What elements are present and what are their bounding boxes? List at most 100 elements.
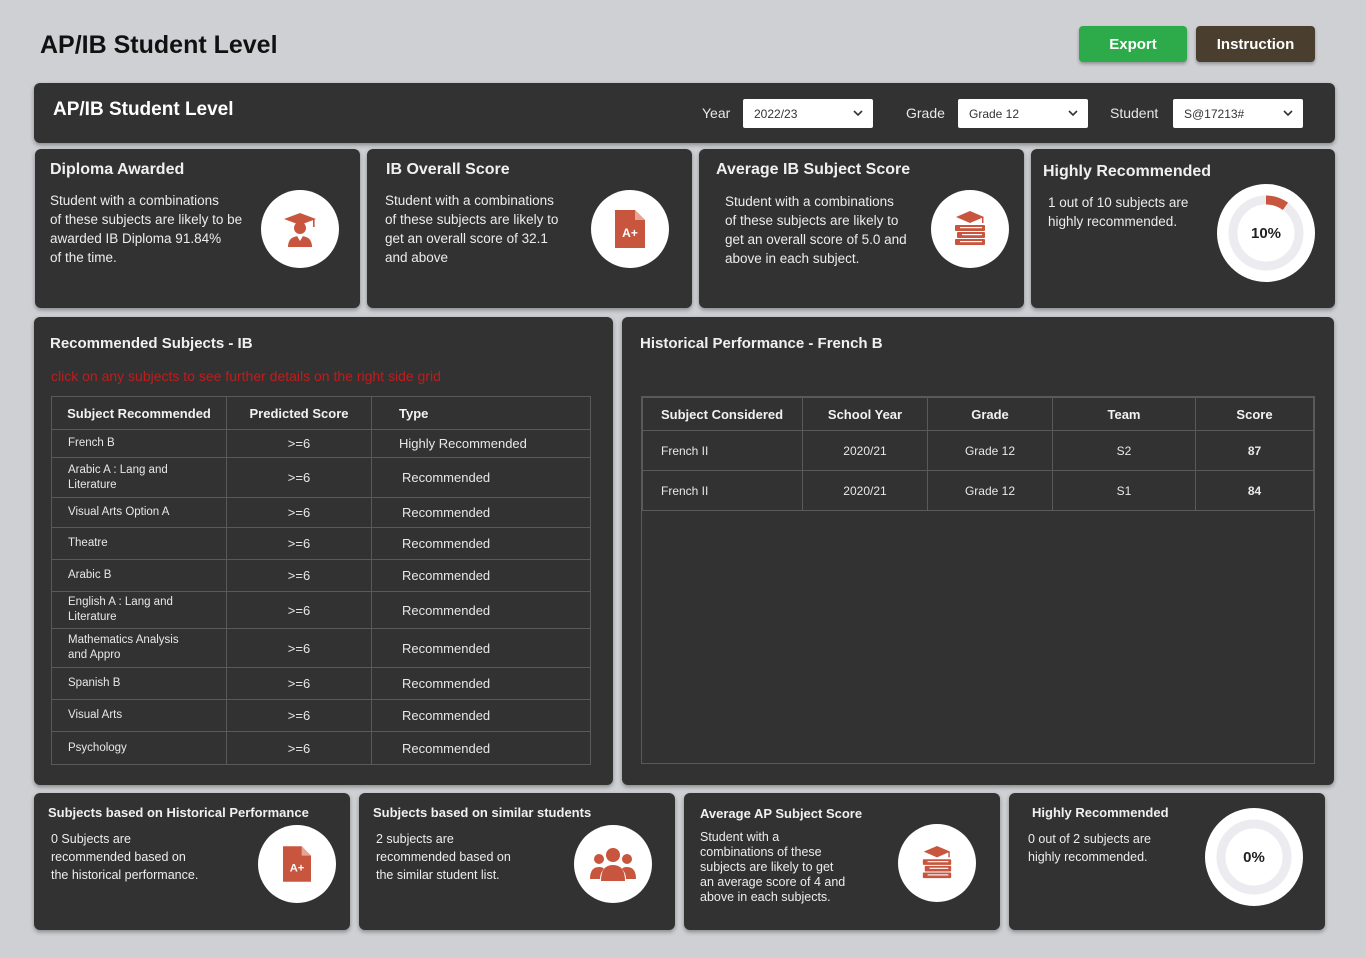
table-row[interactable]: Visual Arts Option A >=6 Recommended (51, 497, 591, 528)
grade-document-icon: A+ (258, 825, 336, 903)
table-row[interactable]: French B >=6 Highly Recommended (51, 429, 591, 458)
predicted-score-cell: >=6 (226, 731, 372, 765)
column-header[interactable]: Grade (927, 397, 1053, 431)
card-text-line: an average score of 4 and (700, 875, 846, 889)
column-header[interactable]: Team (1052, 397, 1196, 431)
predicted-score-cell: >=6 (226, 429, 372, 458)
table-row[interactable]: Visual Arts >=6 Recommended (51, 699, 591, 732)
export-button[interactable]: Export (1079, 26, 1187, 62)
column-header[interactable]: Subject Considered (642, 397, 803, 431)
year-select[interactable]: 2022/23 (743, 99, 873, 128)
card-text-line: Student with a (700, 830, 780, 844)
filter-bar: AP/IB Student Level Year 2022/23 Grade G… (34, 83, 1335, 143)
table-row[interactable]: Psychology >=6 Recommended (51, 731, 591, 765)
card-text-line: get an overall score of 32.1 (385, 231, 548, 246)
column-header[interactable]: Type (371, 396, 591, 430)
card-text-line: get an overall score of 5.0 and (725, 232, 907, 247)
card-title: IB Overall Score (386, 161, 510, 178)
card-text: Student with a combinations of these sub… (700, 830, 845, 905)
card-text-line: 2 subjects are (376, 832, 454, 846)
users-icon (574, 825, 652, 903)
subject-cell[interactable]: Spanish B (51, 667, 227, 700)
team-cell: S1 (1052, 470, 1196, 511)
graduate-icon (261, 190, 339, 268)
donut-ring (1228, 195, 1304, 271)
chevron-down-icon (853, 110, 863, 117)
predicted-score-cell: >=6 (226, 497, 372, 528)
table-row[interactable]: French II 2020/21 Grade 12 S1 84 (642, 470, 1314, 511)
subject-cell[interactable]: English A : Lang and Literature (51, 591, 227, 629)
donut-label: 10% (1250, 224, 1282, 242)
subject-cell[interactable]: Arabic B (51, 559, 227, 592)
column-header[interactable]: Score (1195, 397, 1314, 431)
card-text-line: 0 Subjects are (51, 832, 131, 846)
table-row[interactable]: Arabic A : Lang and Literature >=6 Recomme… (51, 457, 591, 498)
donut-label: 0% (1243, 848, 1265, 866)
card-title: Highly Recommended (1032, 805, 1169, 820)
predicted-score-cell: >=6 (226, 628, 372, 668)
type-cell: Recommended (371, 527, 591, 560)
card-text-line: combinations of these (700, 845, 822, 859)
table-row[interactable]: Spanish B >=6 Recommended (51, 667, 591, 700)
card-title: Diploma Awarded (50, 161, 185, 178)
year-label: Year (702, 105, 731, 121)
card-title: Average IB Subject Score (716, 161, 911, 178)
average-ib-subject-score-card: Average IB Subject Score Student with a … (699, 149, 1024, 308)
subject-cell[interactable]: Arabic A : Lang and Literature (51, 457, 227, 498)
type-cell: Recommended (371, 731, 591, 765)
predicted-score-cell: >=6 (226, 527, 372, 560)
grade-cell: Grade 12 (927, 470, 1053, 511)
table-row[interactable]: French II 2020/21 Grade 12 S2 87 (642, 430, 1314, 471)
table-row[interactable]: Theatre >=6 Recommended (51, 527, 591, 560)
grade-document-icon: A+ (591, 190, 669, 268)
donut-value-arc (1228, 195, 1304, 271)
card-text-line: the historical performance. (51, 868, 199, 882)
table-row[interactable]: Mathematics Analysis and Appro >=6 Recomme… (51, 628, 591, 668)
card-text-line: awarded IB Diploma 91.84% (50, 231, 222, 246)
historical-performance-title: Historical Performance - French B (640, 335, 883, 352)
subject-cell[interactable]: Psychology (51, 731, 227, 765)
subject-considered-cell: French II (642, 430, 803, 471)
column-header[interactable]: Predicted Score (226, 396, 372, 430)
grade-select[interactable]: Grade 12 (958, 99, 1088, 128)
score-cell: 87 (1195, 430, 1314, 471)
predicted-score-cell: >=6 (226, 559, 372, 592)
instruction-button[interactable]: Instruction (1196, 26, 1315, 62)
subject-cell[interactable]: Visual Arts (51, 699, 227, 732)
card-title: Subjects based on Historical Performance (48, 805, 309, 820)
type-cell: Recommended (371, 667, 591, 700)
type-cell: Recommended (371, 699, 591, 732)
chevron-down-icon (1068, 110, 1078, 117)
average-ap-subject-score-card: Average AP Subject Score Student with a … (684, 793, 1000, 930)
card-text-line: highly recommended. (1048, 214, 1178, 229)
year-select-value: 2022/23 (754, 106, 798, 121)
card-text: 0 out of 2 subjects are highly recommend… (1028, 830, 1151, 866)
recommended-subjects-panel: Recommended Subjects - IB click on any s… (34, 317, 613, 785)
card-text-line: above in each subjects. (700, 890, 831, 904)
card-text-line: recommended based on (51, 850, 186, 864)
subject-cell[interactable]: French B (51, 429, 227, 458)
subject-cell[interactable]: Visual Arts Option A (51, 497, 227, 528)
card-text-line: above in each subject. (725, 251, 860, 266)
grade-select-value: Grade 12 (969, 106, 1020, 121)
school-year-cell: 2020/21 (802, 470, 928, 511)
subject-cell[interactable]: Theatre (51, 527, 227, 560)
predicted-score-cell: >=6 (226, 667, 372, 700)
recommended-subjects-title: Recommended Subjects - IB (50, 335, 253, 352)
highly-recommended-card: Highly Recommended 1 out of 10 subjects … (1031, 149, 1335, 308)
svg-text:A+: A+ (622, 226, 638, 240)
card-title: Average AP Subject Score (700, 806, 863, 821)
column-header[interactable]: School Year (802, 397, 928, 431)
card-text: Student with a combinations of these sub… (385, 191, 558, 267)
card-text-line: of these subjects are likely to (725, 213, 899, 228)
diploma-awarded-card: Diploma Awarded Student with a combinati… (35, 149, 360, 308)
subject-considered-cell: French II (642, 470, 803, 511)
books-icon (898, 824, 976, 902)
student-select[interactable]: S@17213# (1173, 99, 1303, 128)
subject-cell[interactable]: Mathematics Analysis and Appro (51, 628, 227, 668)
card-text-line: and above (385, 250, 449, 265)
chevron-down-icon (1283, 110, 1293, 117)
table-row[interactable]: Arabic B >=6 Recommended (51, 559, 591, 592)
column-header[interactable]: Subject Recommended (51, 396, 227, 430)
table-row[interactable]: English A : Lang and Literature >=6 Recomm… (51, 591, 591, 629)
